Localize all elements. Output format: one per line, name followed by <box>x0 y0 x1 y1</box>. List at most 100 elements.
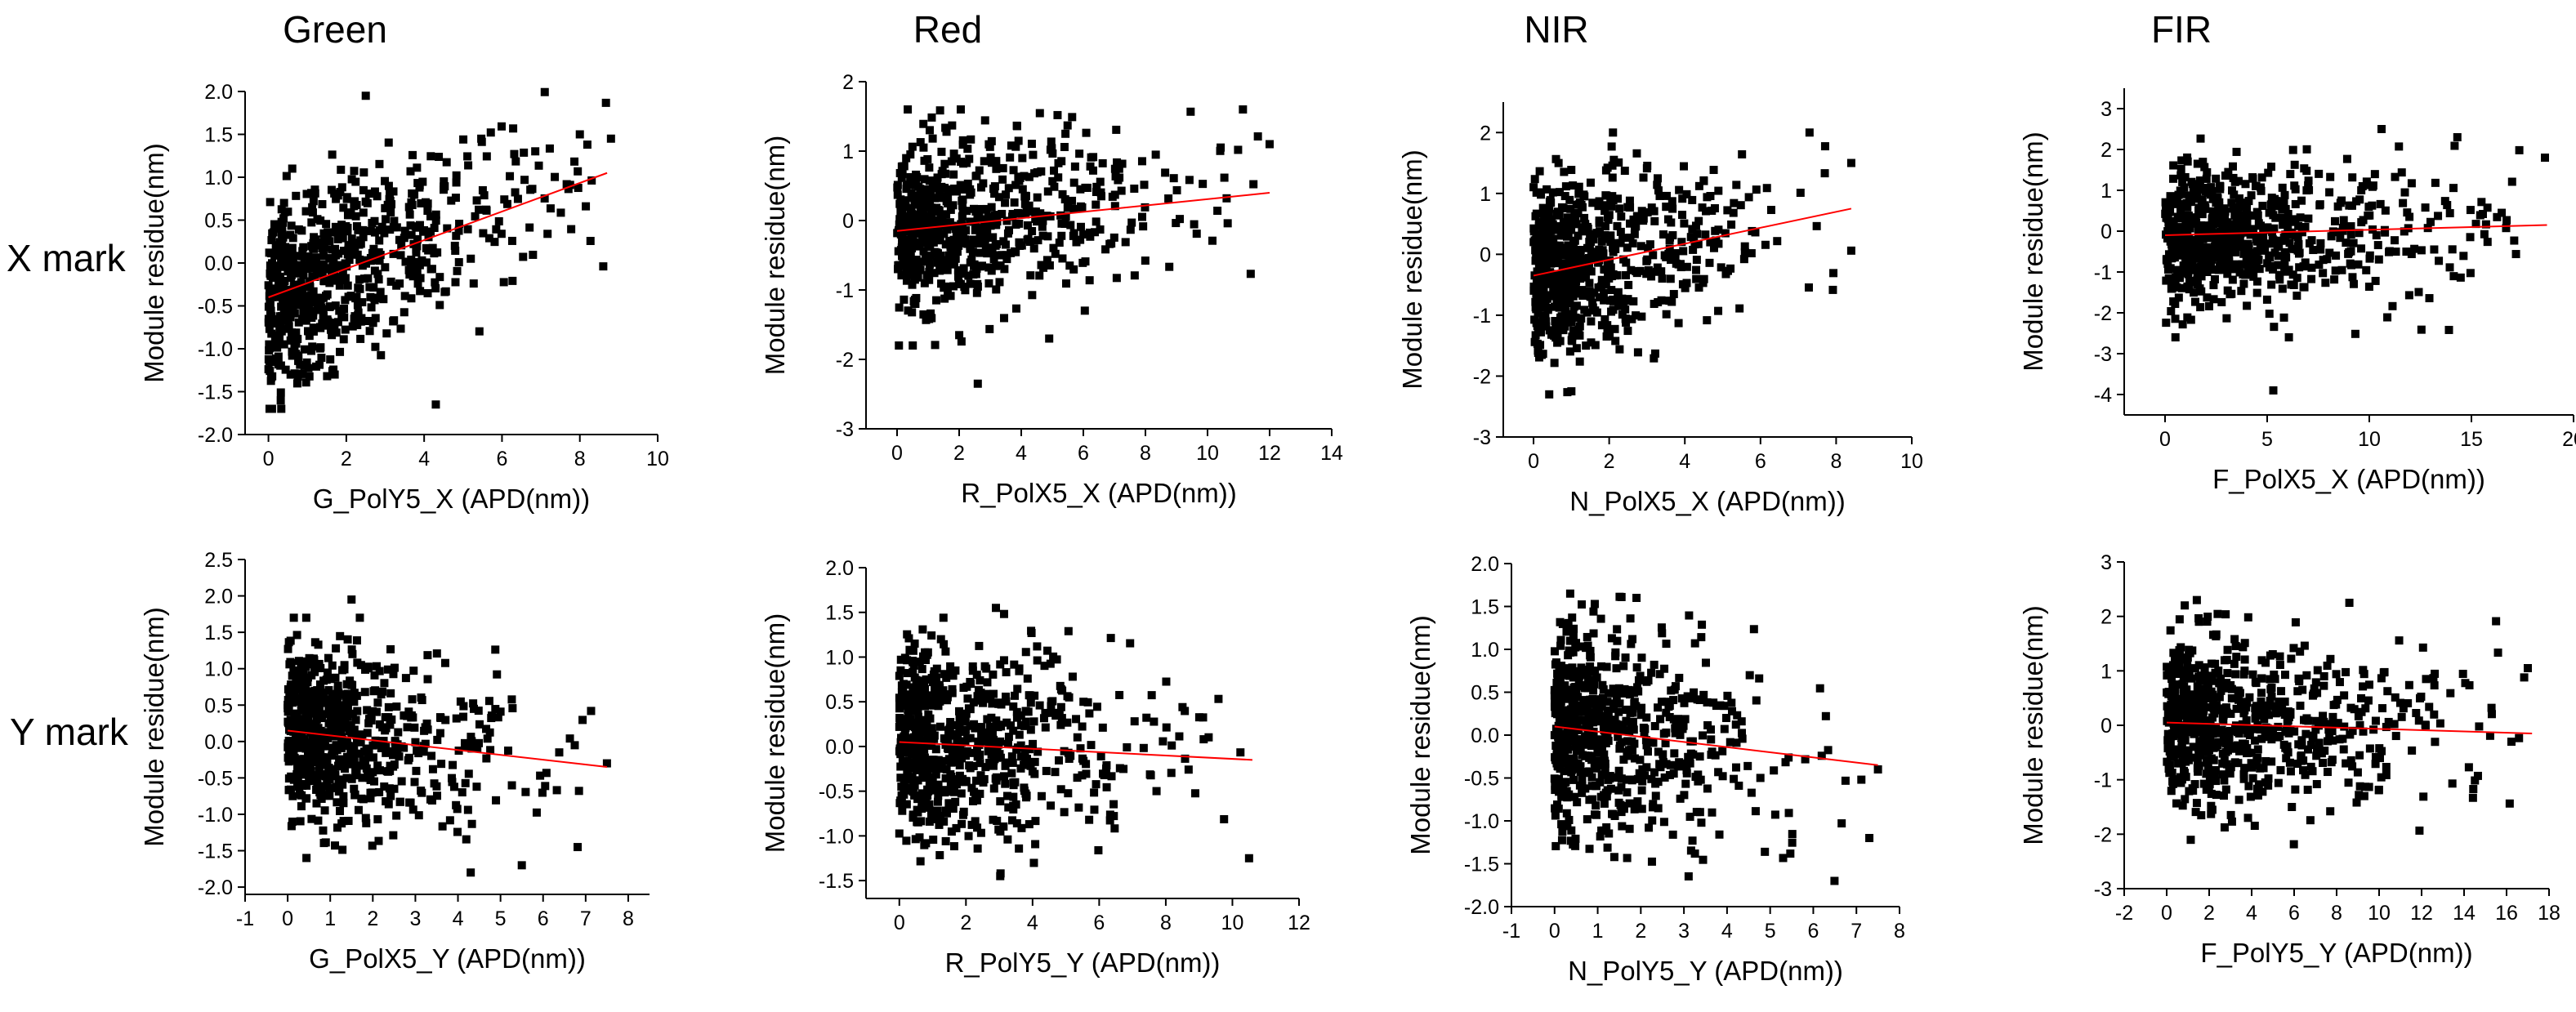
data-point <box>999 822 1008 831</box>
data-point <box>1534 221 1543 230</box>
data-point <box>1632 311 1641 320</box>
data-point <box>1691 221 1700 230</box>
data-point <box>1552 300 1561 309</box>
data-point <box>2181 172 2190 181</box>
data-point <box>976 224 985 233</box>
data-point <box>376 288 385 296</box>
data-point <box>919 119 928 128</box>
data-point <box>1647 774 1656 783</box>
data-point <box>265 357 274 366</box>
data-point <box>1573 287 1582 296</box>
data-point <box>2280 262 2289 271</box>
data-point <box>904 770 913 779</box>
data-point <box>1105 810 1114 819</box>
data-point <box>1537 328 1546 337</box>
data-point <box>1562 627 1571 636</box>
data-point <box>1029 244 1038 253</box>
data-point <box>1651 791 1660 800</box>
data-point <box>2215 183 2224 192</box>
data-point <box>992 221 1001 230</box>
data-point <box>895 747 904 756</box>
data-point <box>423 207 432 216</box>
data-point <box>2234 194 2243 203</box>
data-point <box>996 737 1005 746</box>
data-point <box>1712 236 1721 245</box>
data-point <box>925 778 934 787</box>
data-point <box>355 275 364 284</box>
data-point <box>896 666 905 675</box>
data-point <box>1580 269 1589 278</box>
data-point <box>292 666 301 675</box>
data-point <box>1738 149 1747 158</box>
data-point <box>1592 810 1601 819</box>
data-point <box>302 298 311 307</box>
y-tick-label: -1 <box>2094 261 2112 284</box>
data-point <box>2284 333 2293 341</box>
data-point <box>914 735 923 744</box>
data-point <box>328 661 337 670</box>
data-point <box>1625 196 1634 205</box>
y-tick-label: -3 <box>836 418 854 441</box>
data-point <box>1596 614 1605 623</box>
data-point <box>2450 141 2459 150</box>
data-point <box>459 702 468 711</box>
data-point <box>319 688 328 697</box>
data-point <box>1562 283 1571 292</box>
data-point <box>1619 755 1628 764</box>
data-point <box>1121 238 1130 247</box>
data-point <box>343 752 352 761</box>
x-tick-label: 8 <box>1830 450 1842 473</box>
y-tick-label: 0 <box>842 210 854 233</box>
data-point <box>1021 648 1030 657</box>
data-point <box>2453 133 2462 141</box>
data-point <box>1560 192 1569 201</box>
data-point <box>928 134 937 143</box>
data-point <box>2511 250 2520 259</box>
data-point <box>922 675 931 684</box>
data-point <box>2365 211 2374 220</box>
data-point <box>1604 706 1613 715</box>
data-point <box>2197 287 2206 296</box>
data-point <box>375 225 384 234</box>
x-tick-label: 0 <box>1528 450 1539 473</box>
data-point <box>1692 265 1701 274</box>
data-point <box>1755 674 1764 683</box>
data-point <box>1113 158 1122 167</box>
data-point <box>311 257 320 266</box>
data-point <box>570 157 579 166</box>
data-point <box>306 256 315 265</box>
data-point <box>935 680 944 689</box>
data-point <box>2266 200 2275 209</box>
data-point <box>2197 272 2206 281</box>
data-point <box>2220 226 2229 235</box>
data-point <box>1012 818 1021 827</box>
data-point <box>442 158 451 167</box>
data-point <box>1538 260 1547 269</box>
data-point <box>1601 221 1609 230</box>
data-point <box>967 135 975 144</box>
data-point <box>269 228 278 237</box>
data-point <box>937 763 946 772</box>
data-point <box>335 306 344 315</box>
data-point <box>1041 723 1050 732</box>
data-point <box>971 789 980 798</box>
x-tick-label: 0 <box>894 912 905 934</box>
data-point <box>1028 291 1037 300</box>
data-point <box>294 782 303 791</box>
data-point <box>510 149 519 158</box>
data-point <box>934 757 943 766</box>
data-point <box>2345 247 2354 256</box>
data-point <box>431 400 440 409</box>
data-point <box>2294 249 2303 258</box>
data-point <box>1711 226 1720 235</box>
data-point <box>1574 231 1583 240</box>
data-point <box>333 263 342 272</box>
data-point <box>486 128 495 137</box>
data-point <box>317 794 326 803</box>
data-point <box>2381 228 2390 237</box>
data-point <box>903 244 912 253</box>
data-point <box>310 656 319 665</box>
data-point <box>342 680 351 689</box>
data-point <box>1016 764 1025 773</box>
data-point <box>940 230 949 239</box>
